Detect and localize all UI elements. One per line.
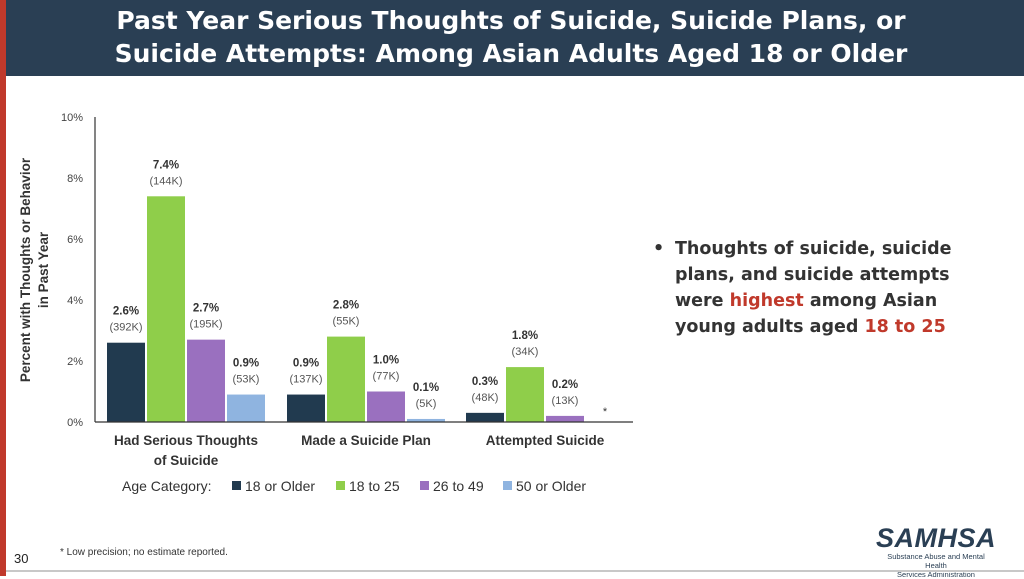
bar-value-label: 0.9% [233,358,259,370]
legend-swatch [336,481,345,490]
bar-value-label: 0.1% [413,382,439,394]
bar [227,394,265,422]
suppressed-estimate-marker: * [603,406,608,418]
bar-value-label: 0.3% [472,376,498,388]
y-tick-label: 8% [67,173,83,185]
logo-subtitle-line2: Services Administration [897,570,975,579]
bar-value-label: 1.8% [512,330,538,342]
bar-value-label: 1.0% [373,355,399,367]
x-category-label: of Suicide [154,453,219,468]
legend-label: 18 or Older [245,478,315,494]
bar-count-label: (5K) [416,398,437,410]
bar [506,367,544,422]
legend-title: Age Category: [122,478,212,494]
bar-count-label: (34K) [512,346,539,358]
bar [546,415,584,422]
legend-swatch [503,481,512,490]
bar-value-label: 2.7% [193,303,219,315]
samhsa-logo: SAMHSA Substance Abuse and Mental Health… [876,524,996,579]
logo-subtitle-line1: Substance Abuse and Mental Health [887,552,985,570]
legend-label: 50 or Older [516,478,586,494]
bar-chart: 0% 2% 4% 6% 8% 10% Percent with Thoughts or Be… [18,112,633,494]
bullet-text-before: Thoughts of suicide, suicide plans, and … [675,239,952,311]
bar-count-label: (53K) [233,374,260,386]
x-category-label: Made a Suicide Plan [301,433,431,448]
bar [367,391,405,422]
bar-count-label: (195K) [189,319,222,331]
bullet-text-middle: among Asian young adults aged [675,291,938,337]
key-finding-bullet: • Thoughts of suicide, suicide plans, an… [653,236,973,340]
y-tick-label: 10% [61,112,83,124]
legend-label: 26 to 49 [433,478,484,494]
bar-count-label: (392K) [109,322,142,334]
footer-rule [6,570,1024,572]
y-axis-title-line1: Percent with Thoughts or Behavior [18,157,33,382]
bar-count-label: (137K) [289,374,322,386]
y-tick-label: 6% [67,234,83,246]
bar-value-label: 2.8% [333,300,359,312]
slide-title: Past Year Serious Thoughts of Suicide, S… [6,4,1016,70]
bullet-text: Thoughts of suicide, suicide plans, and … [675,236,973,340]
y-tick-label: 4% [67,295,83,307]
bar [466,412,504,422]
bar [187,339,225,422]
bar-value-label: 2.6% [113,306,139,318]
bar-count-label: (144K) [149,175,182,187]
x-category-label: Had Serious Thoughts [114,433,258,448]
bar-count-label: (48K) [472,392,499,404]
bar [147,196,185,422]
logo-wordmark: SAMHSA [876,523,997,553]
bar [287,394,325,422]
x-category-label: Attempted Suicide [486,433,605,448]
slide-title-line1: Past Year Serious Thoughts of Suicide, S… [116,6,906,35]
bar-value-label: 7.4% [153,159,179,171]
bar-count-label: (13K) [552,395,579,407]
title-bar [6,0,1024,76]
bar-value-label: 0.2% [552,379,578,391]
y-axis-title: Percent with Thoughts or Behavior in Past… [18,157,51,382]
page-number: 30 [14,551,29,566]
bar-count-label: (77K) [373,371,400,383]
y-axis-title-line2: in Past Year [36,231,51,308]
bar-count-label: (55K) [333,316,360,328]
left-accent-stripe [0,0,6,576]
legend-swatch [232,481,241,490]
bar [107,342,145,422]
legend-label: 18 to 25 [349,478,400,494]
slide-title-line2: Suicide Attempts: Among Asian Adults Age… [114,39,908,68]
legend-swatch [420,481,429,490]
y-tick-label: 0% [67,417,83,429]
bullet-marker: • [653,239,665,259]
bar [407,418,445,422]
bar [327,336,365,422]
bullet-highlight-highest: highest [729,291,804,311]
bar-value-label: 0.9% [293,358,319,370]
y-tick-label: 2% [67,356,83,368]
footnote: * Low precision; no estimate reported. [60,547,228,558]
bullet-highlight-age: 18 to 25 [864,317,946,337]
